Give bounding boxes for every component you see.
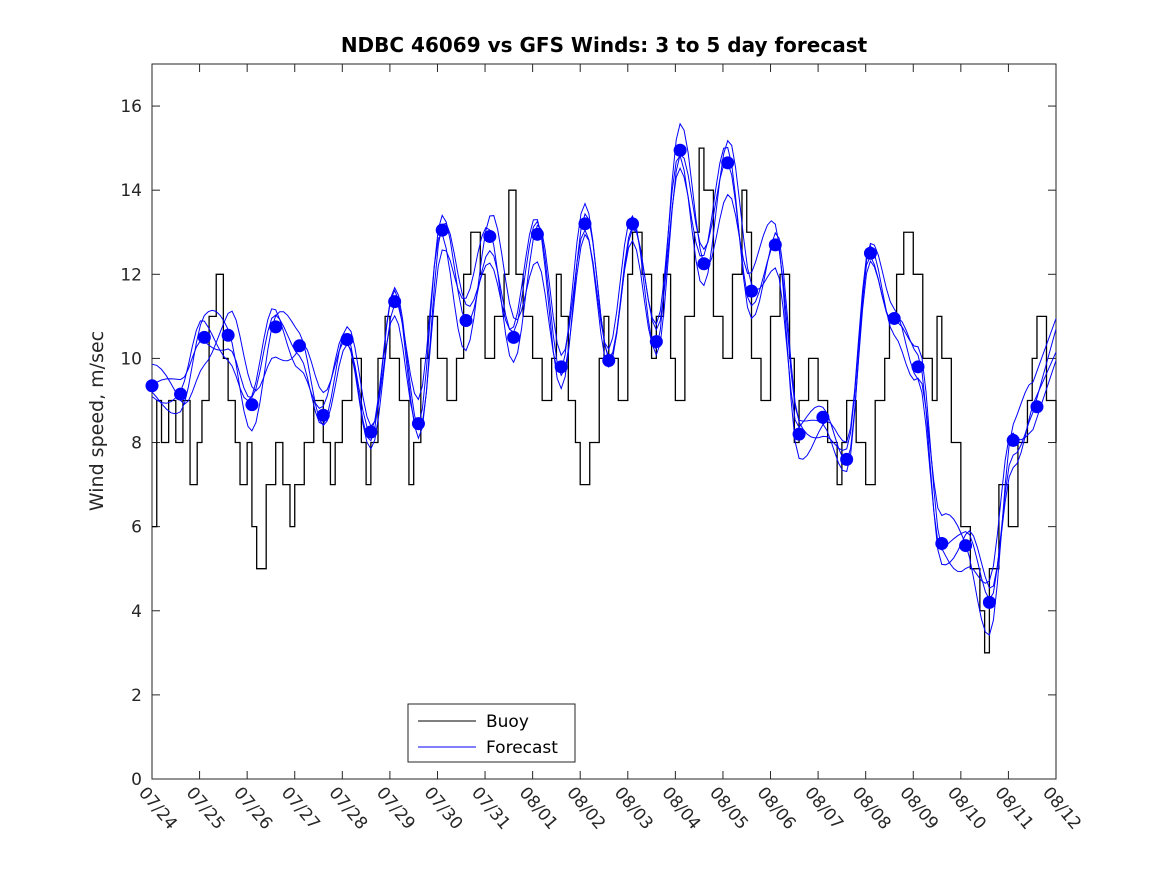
forecast-point — [507, 330, 521, 344]
legend: Buoy Forecast — [407, 703, 576, 763]
buoy-series-line — [152, 147, 1057, 654]
x-tick-label: 07/31 — [467, 783, 514, 833]
forecast-point — [1030, 400, 1044, 414]
forecast-point — [554, 360, 568, 374]
forecast-point — [340, 332, 354, 346]
forecast-point — [197, 330, 211, 344]
y-tick-label: 8 — [131, 434, 142, 454]
x-tick-label: 08/11 — [991, 783, 1038, 833]
axes-frame — [151, 63, 1057, 780]
x-tick-label: 07/26 — [229, 783, 276, 833]
y-tick-label: 16 — [120, 97, 142, 117]
legend-forecast-label: Forecast — [486, 738, 558, 758]
forecast-series-line — [151, 122, 1057, 636]
forecast-point — [483, 229, 497, 243]
forecast-point — [649, 335, 663, 349]
y-tick-label: 10 — [120, 349, 142, 369]
y-tick-label: 0 — [131, 770, 142, 790]
forecast-series-line — [151, 153, 1057, 601]
forecast-point — [744, 284, 758, 298]
x-tick-label: 08/07 — [800, 783, 847, 833]
forecast-point — [316, 408, 330, 422]
forecast-point — [269, 320, 283, 334]
forecast-point — [221, 328, 235, 342]
forecast-point — [840, 452, 854, 466]
forecast-point — [816, 410, 830, 424]
forecast-point — [364, 425, 378, 439]
x-tick-label: 07/28 — [324, 783, 371, 833]
forecast-point — [863, 246, 877, 260]
x-tick-label: 07/30 — [420, 783, 467, 833]
y-tick-label: 2 — [131, 686, 142, 706]
forecast-point — [982, 595, 996, 609]
forecast-point — [911, 360, 925, 374]
forecast-point — [530, 227, 544, 241]
y-axis-label: Wind speed, m/sec — [86, 331, 108, 511]
x-tick-label: 08/04 — [658, 783, 705, 833]
x-tick-label: 08/09 — [895, 783, 942, 833]
forecast-point — [145, 379, 159, 393]
x-tick-label: 07/27 — [277, 783, 324, 833]
x-tick-label: 08/12 — [1038, 783, 1085, 833]
forecast-point — [935, 536, 949, 550]
chart-title: NDBC 46069 vs GFS Winds: 3 to 5 day fore… — [341, 33, 868, 57]
y-tick-label: 12 — [120, 265, 142, 285]
x-tick-label: 08/06 — [753, 783, 800, 833]
forecast-point — [602, 354, 616, 368]
forecast-point — [721, 156, 735, 170]
forecast-point — [459, 314, 473, 328]
legend-buoy-label: Buoy — [486, 712, 529, 732]
x-tick-label: 08/01 — [515, 783, 562, 833]
forecast-point — [768, 238, 782, 252]
y-tick-label: 4 — [131, 602, 142, 622]
forecast-point — [388, 295, 402, 309]
forecast-point — [578, 217, 592, 231]
forecast-point — [245, 398, 259, 412]
x-tick-label: 07/24 — [134, 783, 181, 833]
y-tick-label: 6 — [131, 518, 142, 538]
forecast-point — [792, 427, 806, 441]
forecast-point — [673, 143, 687, 157]
forecast-point — [959, 539, 973, 553]
forecast-point — [292, 339, 306, 353]
x-tick-label: 08/10 — [943, 783, 990, 833]
forecast-point — [1006, 433, 1020, 447]
forecast-point — [626, 217, 640, 231]
y-tick-label: 14 — [120, 181, 142, 201]
x-tick-label: 08/05 — [705, 783, 752, 833]
forecast-point — [174, 387, 188, 401]
x-tick-label: 07/25 — [182, 783, 229, 833]
forecast-point — [887, 311, 901, 325]
x-tick-label: 08/03 — [610, 783, 657, 833]
x-tick-label: 08/02 — [562, 783, 609, 833]
forecast-point — [435, 223, 449, 237]
x-tick-label: 07/29 — [372, 783, 419, 833]
forecast-point — [411, 417, 425, 431]
legend-box — [407, 703, 576, 763]
x-tick-label: 08/08 — [848, 783, 895, 833]
forecast-point — [697, 257, 711, 271]
